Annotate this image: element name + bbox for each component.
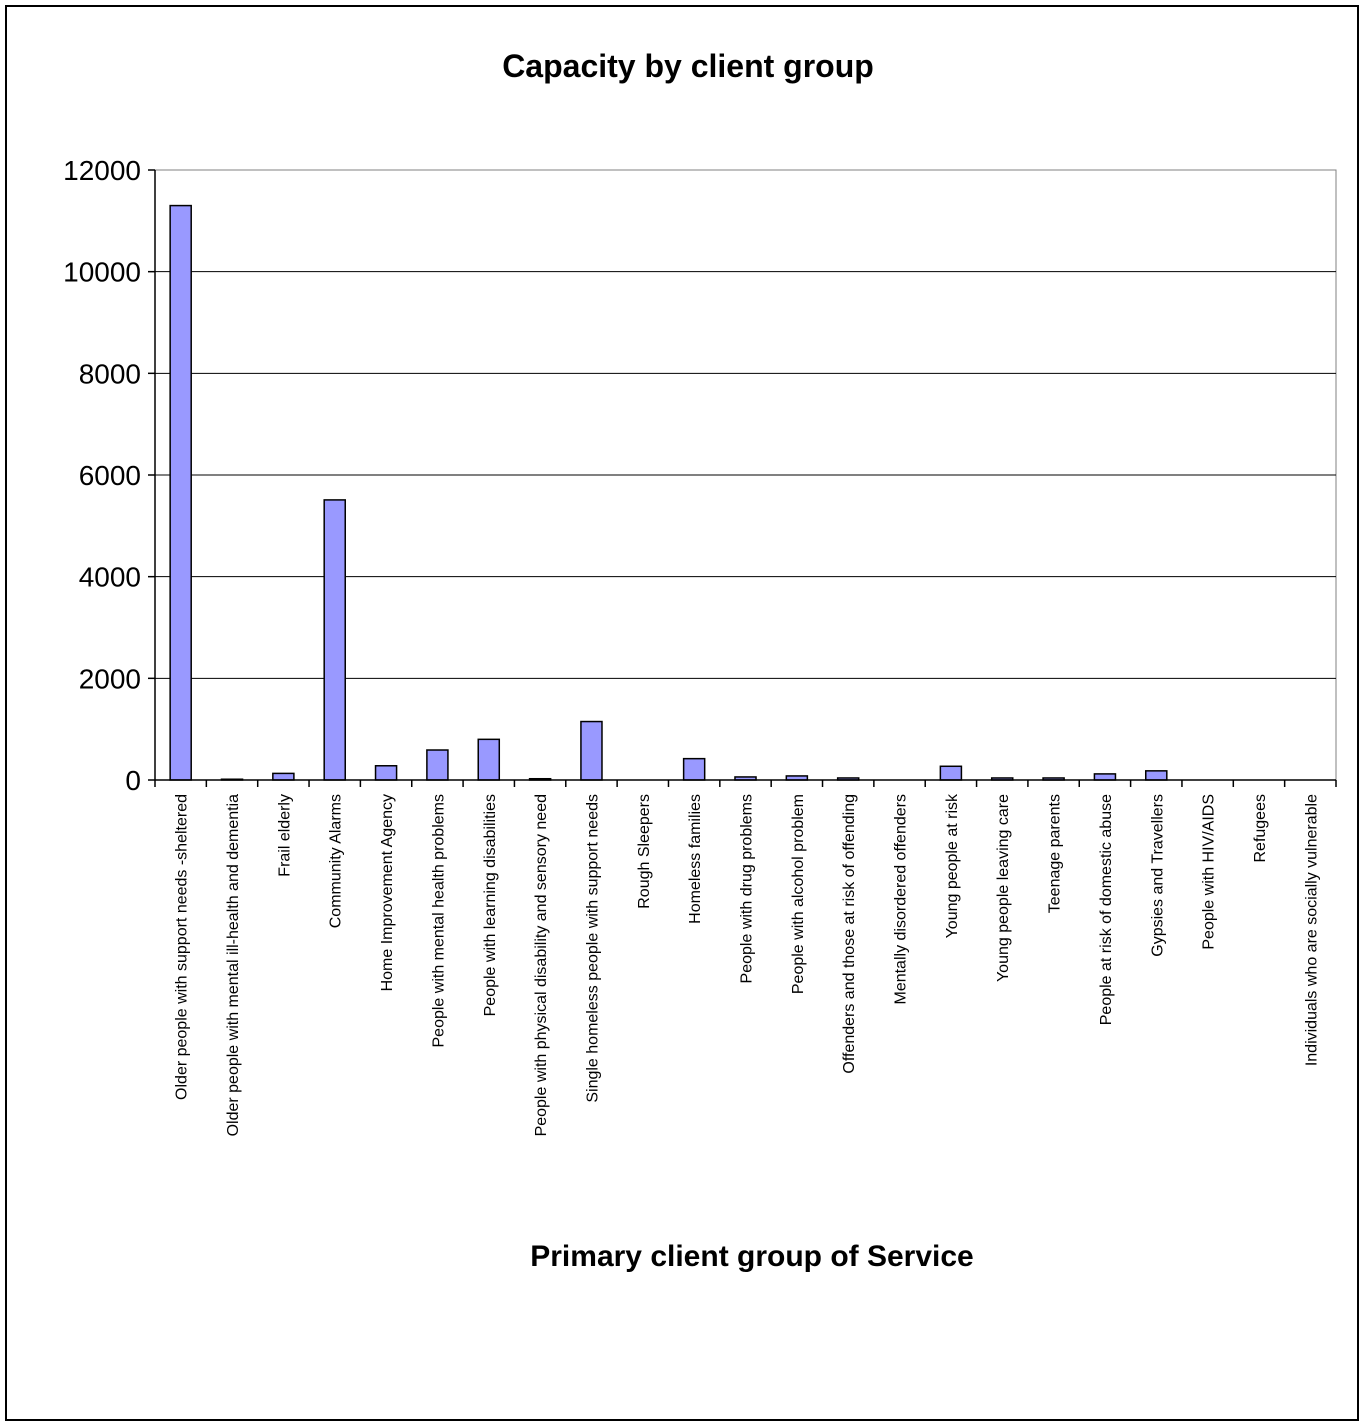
x-tick-label: Rough Sleepers <box>636 794 653 909</box>
x-tick-label: People with learning disabilities <box>482 794 499 1016</box>
x-tick-label: Community Alarms <box>328 794 345 928</box>
x-tick-label: People with alcohol problem <box>790 794 807 994</box>
x-tick-label: Older people with mental ill-health and … <box>225 794 242 1137</box>
y-tick-label: 4000 <box>79 562 141 593</box>
bar <box>580 720 603 781</box>
bar <box>323 499 346 781</box>
x-tick-label: People with mental health problems <box>430 794 447 1047</box>
x-axis-ticks: Older people with support needs -shelter… <box>154 780 1337 1137</box>
y-axis-ticks: 0 2000 4000 6000 8000 10000 12000 <box>63 155 155 796</box>
y-tick-label: 6000 <box>79 460 141 491</box>
bar <box>272 772 295 781</box>
x-tick-label: Older people with support needs -shelter… <box>174 794 191 1100</box>
x-tick-label: Frail elderly <box>276 794 293 877</box>
x-tick-label: Individuals who are socially vulnerable <box>1303 794 1320 1066</box>
x-tick-label: Refugees <box>1252 794 1269 863</box>
y-tick-label: 12000 <box>63 155 141 186</box>
x-axis-title: Primary client group of Service <box>530 1240 973 1273</box>
x-tick-label: People with physical disability and sens… <box>533 794 550 1136</box>
y-tick-label: 8000 <box>79 358 141 389</box>
y-tick-label: 10000 <box>63 257 141 288</box>
bar <box>682 757 706 781</box>
bar <box>1093 773 1117 781</box>
bar <box>374 765 398 781</box>
x-tick-label: Young people at risk <box>944 793 961 938</box>
x-tick-label: Offenders and those at risk of offending <box>841 794 858 1074</box>
gridlines <box>155 271 1336 679</box>
x-tick-label: People with HIV/AIDS <box>1201 794 1218 950</box>
y-tick-label: 0 <box>125 765 141 796</box>
bar <box>1145 770 1168 781</box>
chart-title: Capacity by client group <box>502 48 874 84</box>
bar <box>426 749 449 781</box>
bar <box>939 765 963 781</box>
x-tick-label: People at risk of domestic abuse <box>1098 794 1115 1025</box>
x-tick-label: Young people leaving care <box>995 794 1012 982</box>
x-tick-label: Mentally disordered offenders <box>893 794 910 1005</box>
x-tick-label: Gypsies and Travellers <box>1149 794 1166 957</box>
x-tick-label: Teenage parents <box>1047 794 1064 913</box>
x-tick-label: Home Improvement Agency <box>379 794 396 991</box>
bar <box>477 738 501 781</box>
x-tick-label: People with drug problems <box>739 794 756 983</box>
x-tick-label: Homeless families <box>687 794 704 924</box>
y-tick-label: 2000 <box>79 663 141 694</box>
bar <box>169 204 192 781</box>
x-tick-label: Single homeless people with support need… <box>584 794 601 1103</box>
